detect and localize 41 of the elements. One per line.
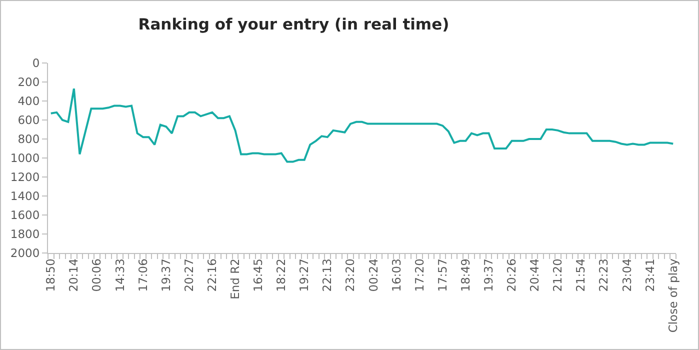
x-tick-label: 18:49 [458, 258, 472, 292]
x-tick-label: 00:24 [366, 258, 380, 292]
x-tick-label: 16:03 [389, 258, 404, 292]
y-tick-label: 1400 [10, 189, 40, 204]
y-tick-label: 1800 [10, 227, 40, 242]
line-series [50, 88, 674, 163]
x-tick-label: 14:33 [112, 258, 127, 292]
x-tick-label: 18:50 [44, 258, 58, 292]
y-tick-label: 600 [18, 113, 40, 128]
x-tick-label: 22:23 [596, 258, 611, 292]
x-tick-label: 17:20 [412, 258, 426, 292]
x-tick-label: 20:14 [66, 258, 81, 292]
x-tick-label: 19:27 [297, 258, 312, 292]
y-tick-label: 2000 [10, 246, 40, 260]
y-tick-label: 1600 [10, 208, 40, 222]
x-tick-label: 17:57 [435, 258, 450, 292]
y-tick-label: 200 [18, 75, 40, 90]
x-tick-label: End R2 [228, 258, 242, 300]
x-tick-label: 18:22 [274, 258, 288, 292]
x-tick-label: 20:27 [182, 258, 196, 292]
y-tick-label: 400 [18, 94, 40, 108]
y-tick-label: 800 [18, 132, 40, 146]
x-tick-label: 21:54 [574, 258, 588, 292]
x-tick-label: 19:37 [481, 258, 496, 292]
y-tick-label: 0 [32, 56, 40, 70]
x-tick-label: 00:06 [90, 258, 104, 292]
y-tick-label: 1200 [10, 170, 40, 184]
x-tick-label: 23:04 [620, 258, 634, 292]
y-tick-label: 1000 [10, 151, 40, 166]
x-tick-label: 20:44 [528, 258, 542, 292]
chart-title: Ranking of your entry (in real time) [138, 15, 450, 34]
x-tick-label: 16:45 [251, 258, 266, 292]
x-tick-label: 17:06 [136, 258, 150, 292]
x-tick-label: 20:26 [504, 258, 519, 292]
x-tick-label: 21:20 [550, 258, 565, 292]
x-tick-label: 23:20 [343, 258, 358, 292]
x-tick-label: 19:37 [158, 258, 173, 292]
x-tick-label: 22:16 [204, 258, 219, 292]
x-tick-label: 23:41 [642, 258, 657, 292]
x-tick-label: Close of play [666, 258, 680, 333]
x-tick-label: 22:13 [320, 258, 334, 292]
